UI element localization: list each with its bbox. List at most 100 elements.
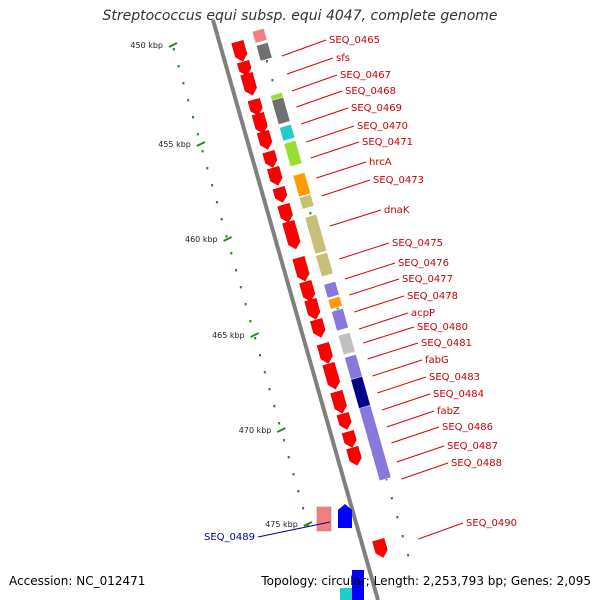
gene-label: SEQ_0484 bbox=[433, 389, 484, 400]
outer-ring-dot bbox=[273, 405, 276, 408]
reverse-features bbox=[316, 504, 364, 600]
cog-block bbox=[298, 194, 315, 210]
forward-gene-arrow bbox=[262, 150, 278, 168]
label-leader-line bbox=[377, 376, 427, 394]
inner-ring-dot bbox=[271, 79, 274, 82]
inner-ring-dot bbox=[336, 307, 339, 310]
gene-label: SEQ_0473 bbox=[373, 175, 424, 186]
outer-ring-dot bbox=[172, 48, 175, 51]
outer-ring-dot bbox=[187, 99, 190, 102]
gene-features bbox=[231, 40, 388, 600]
inner-ring-dot bbox=[396, 516, 399, 519]
label-leader-line bbox=[306, 125, 355, 143]
label-leader-line bbox=[291, 74, 338, 92]
scale-tick-mark bbox=[276, 427, 286, 433]
reverse-gene-label: SEQ_0489 bbox=[204, 532, 255, 543]
label-leader-line bbox=[396, 445, 445, 463]
label-leader-line bbox=[401, 462, 449, 480]
label-leader-line bbox=[391, 426, 440, 444]
outer-ring-dot bbox=[297, 490, 300, 493]
label-leader-line bbox=[329, 209, 382, 227]
label-leader-line bbox=[321, 179, 371, 197]
forward-gene-arrow bbox=[237, 60, 252, 76]
gene-label: SEQ_0477 bbox=[402, 274, 453, 285]
forward-gene-arrow bbox=[267, 166, 283, 186]
scale-tick-label: 455 kbp bbox=[158, 140, 191, 149]
cog-block bbox=[350, 376, 371, 409]
scale-ticks: 450 kbp 455 kbp 460 kbp 465 kbp 470 kbp 475 k… bbox=[130, 41, 313, 529]
forward-gene-arrow bbox=[304, 298, 321, 320]
label-leader-line bbox=[344, 262, 396, 280]
scale-tick-mark bbox=[223, 236, 233, 242]
forward-gene-arrow bbox=[256, 130, 273, 150]
reverse-cog-block bbox=[316, 506, 332, 532]
forward-gene-arrow bbox=[231, 40, 248, 62]
label-leader-line bbox=[310, 141, 360, 159]
forward-gene-arrow bbox=[282, 220, 301, 250]
label-leader-line bbox=[358, 312, 409, 330]
forward-gene-arrow bbox=[292, 256, 310, 282]
outer-ring-dot bbox=[302, 507, 305, 510]
cog-block bbox=[279, 124, 296, 142]
forward-gene-arrow bbox=[316, 342, 333, 364]
scale-tick-mark bbox=[168, 42, 178, 48]
outer-ring-dot bbox=[220, 218, 223, 221]
forward-gene-arrow bbox=[372, 538, 388, 558]
outer-ring-dot bbox=[192, 116, 194, 119]
gene-label: SEQ_0470 bbox=[357, 121, 408, 132]
gene-label: sfs bbox=[336, 53, 350, 64]
gene-label: hrcA bbox=[369, 157, 392, 168]
genome-stats: Topology: circular; Length: 2,253,793 bp… bbox=[261, 574, 591, 588]
label-leader-line bbox=[296, 90, 343, 108]
forward-gene-arrow bbox=[251, 112, 268, 134]
cog-blocks bbox=[251, 28, 392, 482]
gene-label: SEQ_0476 bbox=[398, 258, 449, 269]
outer-ring-dot bbox=[292, 473, 295, 476]
gene-label: SEQ_0469 bbox=[351, 103, 402, 114]
outer-ring-dot bbox=[263, 371, 266, 374]
inner-ring-dot bbox=[266, 60, 268, 63]
outer-ring-dot bbox=[259, 354, 261, 357]
label-leader-line bbox=[286, 57, 334, 75]
outer-ring-dot bbox=[182, 82, 185, 85]
label-leader-lines bbox=[257, 39, 464, 540]
cog-block bbox=[323, 281, 340, 299]
forward-gene-arrow bbox=[330, 390, 347, 414]
forward-gene-arrow bbox=[336, 412, 352, 430]
outer-ring-dot bbox=[244, 303, 247, 306]
gene-label: SEQ_0480 bbox=[417, 322, 468, 333]
forward-gene-arrow bbox=[272, 186, 288, 203]
outer-ring-dot bbox=[254, 337, 257, 340]
outer-ring-dot bbox=[278, 422, 281, 425]
label-leader-line bbox=[281, 39, 327, 57]
scale-tick-label: 460 kbp bbox=[185, 235, 218, 244]
label-leader-line bbox=[372, 359, 423, 377]
inner-ring-dot bbox=[390, 497, 393, 500]
outer-ring-dot bbox=[268, 388, 271, 391]
label-leader-line bbox=[349, 278, 400, 296]
gene-label: SEQ_0486 bbox=[442, 422, 493, 433]
gene-label: SEQ_0465 bbox=[329, 35, 380, 46]
label-leader-line bbox=[257, 521, 331, 538]
gene-label: SEQ_0487 bbox=[447, 441, 498, 452]
gene-label: SEQ_0483 bbox=[429, 372, 480, 383]
scale-tick-label: 450 kbp bbox=[130, 41, 163, 50]
outer-ring-dot bbox=[235, 269, 238, 272]
forward-gene-arrow bbox=[346, 446, 362, 466]
inner-ring-dot bbox=[401, 535, 404, 538]
gene-label: SEQ_0471 bbox=[362, 137, 413, 148]
outer-ring-dot bbox=[239, 286, 242, 289]
gene-label: dnaK bbox=[384, 205, 410, 216]
inner-ring-dot bbox=[385, 478, 388, 481]
inner-ring-dot bbox=[309, 212, 312, 215]
cog-block bbox=[283, 140, 303, 168]
outer-ring-dot bbox=[177, 65, 180, 68]
reverse-gene-arrow bbox=[338, 504, 352, 528]
label-leader-line bbox=[354, 295, 405, 313]
outer-ring-dot bbox=[215, 201, 218, 204]
reverse-gene-arrow bbox=[352, 570, 364, 600]
outer-ring-dot bbox=[287, 456, 290, 459]
label-leader-line bbox=[418, 522, 464, 540]
